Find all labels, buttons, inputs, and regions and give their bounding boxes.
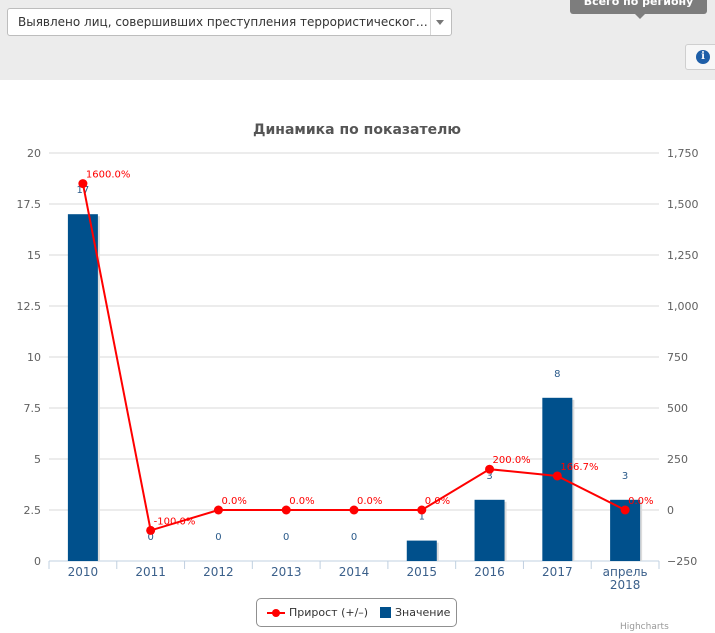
y-right-tick-label: 250 [667, 453, 688, 466]
legend-item-growth[interactable]: Прирост (+/–) [267, 599, 387, 626]
x-tick-label: 2018 [610, 578, 641, 592]
growth-point [485, 464, 495, 474]
chart-legend: Прирост (+/–) Значение [256, 598, 457, 627]
growth-point [146, 525, 156, 535]
indicator-select[interactable]: Выявлено лиц, совершивших преступления т… [7, 8, 452, 36]
x-tick-label: 2017 [542, 565, 573, 579]
legend-label-value: Значение [395, 606, 451, 619]
chart-title: Динамика по показателю [253, 122, 461, 138]
dropdown-toggle[interactable] [430, 9, 451, 35]
growth-data-label: 1600.0% [86, 170, 131, 181]
y-right-tick-label: 1,000 [667, 300, 699, 313]
y-right-tick-label: 750 [667, 351, 688, 364]
chevron-down-icon [436, 20, 444, 25]
legend-dot-symbol [272, 609, 280, 617]
growth-data-label: 0.0% [628, 496, 653, 507]
info-icon: i [696, 50, 710, 64]
growth-point [213, 505, 223, 515]
growth-data-label: -100.0% [154, 516, 196, 527]
info-button[interactable]: i [685, 44, 715, 70]
bar-data-label: 17 [77, 185, 90, 196]
y-right-tick-label: 500 [667, 402, 688, 415]
bar-data-label: 8 [554, 369, 560, 380]
bar [406, 540, 437, 561]
growth-point [620, 505, 630, 515]
bar-data-label: 0 [215, 532, 221, 543]
legend-label-growth: Прирост (+/–) [289, 606, 369, 619]
growth-data-label: 0.0% [221, 496, 246, 507]
bar-data-label: 0 [351, 532, 357, 543]
y-left-tick-label: 12.5 [17, 300, 42, 313]
y-left-tick-label: 7.5 [24, 402, 42, 415]
region-tab-button[interactable]: Всего по региону [570, 0, 707, 14]
bar [67, 214, 98, 561]
growth-point [349, 505, 359, 515]
growth-data-label: 200.0% [493, 455, 531, 466]
x-tick-label: 2015 [407, 565, 438, 579]
x-tick-label: 2014 [339, 565, 370, 579]
bar-data-label: 3 [622, 471, 628, 482]
bar-data-label: 0 [283, 532, 289, 543]
growth-data-label: 0.0% [425, 496, 450, 507]
caret-down-icon [635, 14, 645, 19]
y-left-tick-label: 20 [27, 147, 41, 160]
legend-square-symbol [380, 607, 391, 618]
chart-credits: Highcharts [620, 622, 669, 632]
growth-data-label: 0.0% [357, 496, 382, 507]
y-left-tick-label: 0 [34, 555, 41, 568]
x-tick-label: 2013 [271, 565, 302, 579]
x-tick-label: апрель [603, 565, 648, 579]
x-tick-label: 2011 [135, 565, 166, 579]
growth-data-label: 166.7% [560, 462, 598, 473]
bar-data-label: 1 [419, 512, 425, 523]
y-left-tick-label: 15 [27, 249, 41, 262]
growth-data-label: 0.0% [289, 496, 314, 507]
y-left-tick-label: 10 [27, 351, 41, 364]
y-right-tick-label: −250 [667, 555, 697, 568]
legend-item-value[interactable]: Значение [380, 599, 455, 626]
y-right-tick-label: 0 [667, 504, 674, 517]
filter-toolbar: Выявлено лиц, совершивших преступления т… [0, 0, 715, 80]
growth-point [417, 505, 427, 515]
y-right-tick-label: 1,500 [667, 198, 699, 211]
y-left-tick-label: 17.5 [17, 198, 42, 211]
growth-point [281, 505, 291, 515]
bar-data-label: 0 [147, 532, 153, 543]
x-tick-label: 2012 [203, 565, 234, 579]
x-tick-label: 2010 [68, 565, 99, 579]
x-tick-label: 2016 [474, 565, 505, 579]
growth-point [552, 471, 562, 481]
y-left-tick-label: 5 [34, 453, 41, 466]
bar-data-label: 3 [486, 471, 492, 482]
y-right-tick-label: 1,750 [667, 147, 699, 160]
y-right-tick-label: 1,250 [667, 249, 699, 262]
growth-point [78, 179, 88, 189]
y-left-tick-label: 2.5 [24, 504, 42, 517]
bar [474, 499, 505, 561]
